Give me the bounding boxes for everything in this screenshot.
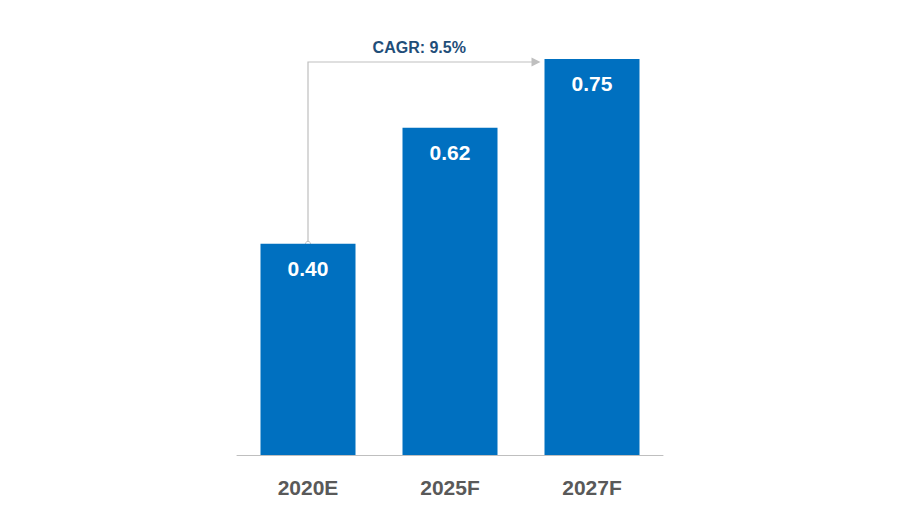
svg-text:0.62: 0.62: [430, 141, 471, 164]
svg-text:2020E: 2020E: [278, 476, 339, 499]
svg-text:0.40: 0.40: [288, 257, 329, 280]
svg-text:2027F: 2027F: [562, 476, 622, 499]
svg-text:0.75: 0.75: [572, 72, 613, 95]
svg-text:2025F: 2025F: [420, 476, 480, 499]
svg-text:CAGR: 9.5%: CAGR: 9.5%: [373, 39, 466, 56]
